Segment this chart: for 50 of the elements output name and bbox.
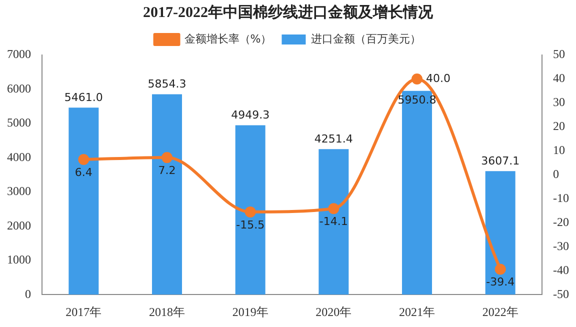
data-label: -39.4	[486, 276, 515, 289]
y2-tick-label: 10	[553, 142, 566, 157]
bar	[235, 125, 266, 295]
y2-tick-label: 40	[553, 71, 566, 86]
y2-tick-label: -10	[553, 190, 570, 205]
bar	[152, 94, 182, 295]
data-label: 4251.4	[314, 132, 353, 146]
point	[78, 154, 90, 165]
data-label: 4949.3	[231, 108, 270, 122]
legend-label: 金额增长率（%）	[184, 32, 272, 46]
y2-tick-label: 20	[553, 119, 566, 134]
y-tick-label: 2000	[7, 218, 31, 232]
point	[328, 203, 340, 214]
bar	[318, 149, 349, 295]
data-label: 7.2	[158, 164, 176, 177]
y2-tick-label: 30	[553, 95, 566, 110]
y-tick-label: 3000	[7, 184, 31, 198]
y-tick-label: 4000	[7, 150, 31, 164]
data-label: -14.1	[319, 214, 348, 228]
x-tick-label: 2017年	[66, 304, 102, 319]
point	[244, 206, 256, 218]
x-tick-label: 2018年	[149, 304, 185, 319]
data-label: 6.4	[74, 166, 92, 179]
data-label: -15.5	[236, 218, 265, 232]
y2-tick-label: -40	[553, 262, 570, 277]
y2-tick-label: 0	[553, 166, 560, 181]
point	[162, 152, 172, 164]
y2-tick-label: -50	[553, 286, 570, 301]
legend-label: 进口金额（百万美元）	[311, 32, 422, 46]
data-label: 5461.0	[64, 91, 103, 104]
y-tick-label: 7000	[7, 47, 31, 62]
y-tick-label: 5000	[7, 116, 31, 130]
y-tick-label: 1000	[7, 252, 31, 267]
bar	[68, 108, 99, 295]
bar	[485, 171, 516, 295]
y-tick-label: 6000	[7, 81, 31, 96]
y2-tick-label: -20	[553, 214, 570, 229]
point	[412, 73, 423, 84]
x-tick-label: 2022年	[482, 304, 518, 319]
x-tick-label: 2021年	[399, 304, 436, 319]
chart-title: 2017-2022年中国棉纱线进口金额及增长情况	[143, 2, 434, 21]
x-tick-label: 2020年	[316, 304, 352, 319]
point	[494, 264, 506, 275]
data-label: 3607.1	[481, 154, 520, 168]
data-label: 40.0	[426, 72, 451, 85]
data-label: 5854.3	[148, 78, 186, 91]
y-tick-label: 0	[25, 286, 31, 301]
y2-tick-label: 50	[553, 47, 566, 62]
y2-tick-label: -30	[553, 238, 570, 253]
x-tick-label: 2019年	[232, 304, 268, 319]
